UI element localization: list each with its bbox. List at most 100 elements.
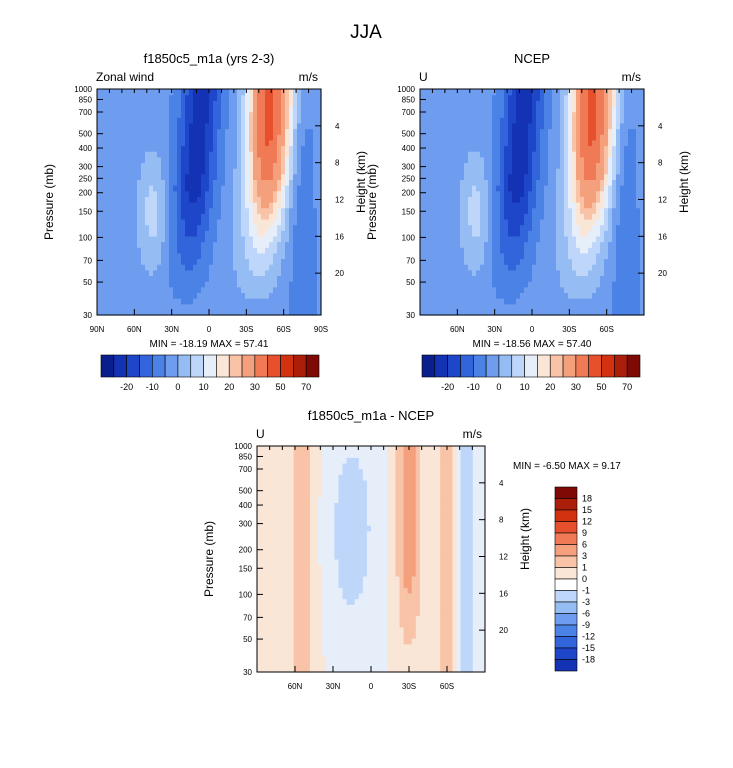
field-cell	[213, 111, 218, 118]
field-cell	[317, 286, 322, 293]
field-cell	[544, 224, 549, 231]
field-cell	[281, 218, 286, 226]
field-cell	[444, 269, 449, 277]
field-cell	[536, 230, 541, 237]
field-cell	[297, 117, 302, 124]
field-cell	[544, 213, 549, 220]
field-cell	[245, 224, 250, 231]
field-cell	[492, 173, 497, 180]
field-cell	[269, 134, 274, 141]
field-cell	[528, 303, 533, 310]
field-cell	[117, 196, 122, 203]
field-cell	[632, 196, 637, 203]
field-cell	[552, 269, 557, 277]
field-cell	[197, 122, 202, 130]
field-cell	[500, 179, 505, 186]
field-cell	[109, 168, 114, 175]
field-cell	[285, 513, 291, 521]
field-cell	[273, 649, 278, 656]
field-cell	[269, 626, 274, 634]
field-cell	[161, 207, 166, 214]
colorbar-swatch	[614, 354, 628, 378]
field-cell	[161, 230, 166, 237]
field-cell	[277, 286, 282, 293]
field-cell	[612, 247, 617, 254]
field-cell	[576, 252, 581, 260]
field-cell	[636, 207, 641, 214]
field-cell	[233, 264, 238, 271]
field-cell	[452, 281, 457, 288]
field-cell	[301, 100, 306, 107]
field-cell	[576, 134, 581, 141]
field-cell	[257, 525, 262, 532]
field-cell	[169, 241, 174, 248]
field-cell	[145, 94, 150, 101]
field-cell	[281, 598, 287, 605]
field-cell	[221, 139, 226, 147]
field-cell	[189, 156, 194, 164]
field-cell	[456, 286, 461, 293]
field-cell	[257, 292, 262, 299]
field-cell	[209, 162, 214, 169]
field-cell	[580, 218, 585, 226]
field-cell	[177, 247, 182, 254]
field-cell	[257, 128, 262, 135]
field-cell	[149, 139, 154, 147]
field-cell	[624, 162, 629, 169]
field-cell	[452, 122, 457, 130]
field-cell	[277, 230, 282, 237]
field-cell	[145, 100, 150, 107]
field-cell	[261, 451, 266, 458]
field-cell	[265, 122, 270, 130]
field-cell	[572, 89, 577, 96]
field-cell	[301, 298, 306, 305]
field-cell	[277, 553, 283, 560]
field-cell	[281, 94, 286, 101]
field-cell	[309, 128, 314, 135]
field-cell	[245, 185, 250, 192]
field-cell	[293, 207, 298, 214]
colorbar-label: 30	[571, 382, 581, 392]
field-cell	[185, 264, 190, 271]
field-cell	[508, 298, 513, 305]
field-cell	[460, 309, 465, 316]
field-cell	[285, 303, 290, 310]
field-cell	[269, 564, 274, 571]
field-cell	[301, 207, 306, 214]
field-cell	[97, 275, 102, 282]
field-cell	[436, 218, 441, 226]
field-cell	[564, 117, 569, 124]
field-cell	[596, 218, 601, 226]
field-cell	[436, 286, 441, 293]
field-cell	[500, 269, 505, 277]
field-cell	[484, 213, 489, 220]
field-cell	[516, 128, 521, 135]
field-cell	[580, 309, 585, 316]
field-cell	[149, 145, 154, 152]
field-cell	[133, 117, 138, 124]
y-axis-label: Pressure (mb)	[365, 164, 379, 240]
field-cell	[281, 111, 286, 118]
field-cell	[189, 196, 194, 203]
field-cell	[245, 89, 250, 96]
field-cell	[504, 196, 509, 203]
field-cell	[560, 156, 565, 164]
field-cell	[181, 190, 186, 197]
field-cell	[556, 185, 561, 192]
field-cell	[305, 100, 310, 107]
field-cell	[273, 615, 278, 622]
field-cell	[253, 207, 258, 214]
field-cell	[568, 105, 573, 113]
field-cell	[229, 303, 234, 310]
field-cell	[273, 570, 278, 577]
field-cell	[113, 303, 118, 310]
field-cell	[496, 213, 501, 220]
field-cell	[592, 173, 597, 180]
field-cell	[117, 134, 122, 141]
field-cell	[456, 89, 461, 96]
field-cell	[512, 218, 517, 226]
field-cell	[600, 162, 605, 169]
field-cell	[472, 202, 477, 209]
y-tick-label: 250	[79, 174, 93, 183]
